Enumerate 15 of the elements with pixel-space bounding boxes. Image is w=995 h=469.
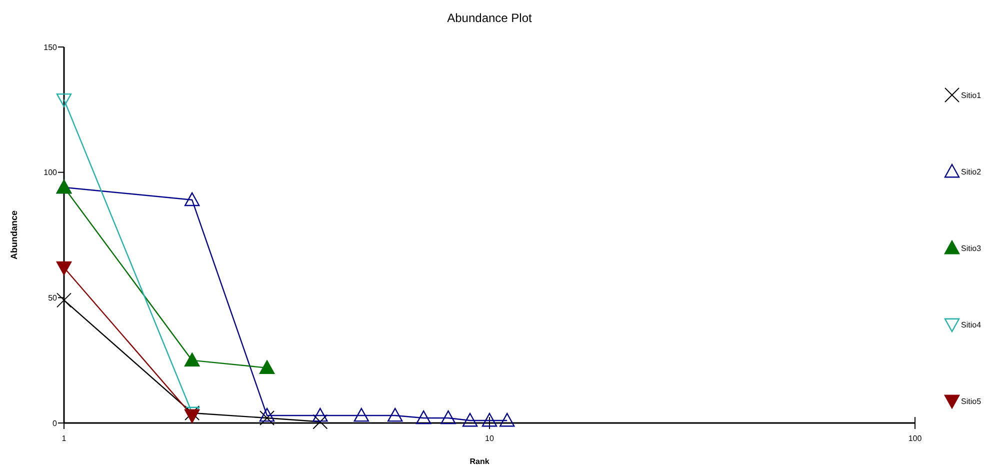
y-tick-label: 100 — [44, 168, 58, 178]
y-tick-label: 50 — [48, 293, 58, 302]
x-axis-title: Rank — [470, 457, 490, 466]
x-tick-label: 10 — [485, 434, 494, 443]
legend-label: Sitio1 — [961, 90, 982, 100]
x-tick-label: 1 — [62, 434, 67, 443]
y-axis-title: Abundance — [9, 210, 19, 260]
y-tick-label: 0 — [52, 418, 58, 428]
legend-label: Sitio2 — [961, 167, 982, 176]
y-tick-label: 150 — [44, 42, 58, 52]
x-tick-label: 100 — [908, 434, 922, 443]
chart-title: Abundance Plot — [447, 11, 533, 25]
legend-label: Sitio4 — [961, 320, 982, 330]
legend-label: Sitio3 — [961, 244, 982, 253]
legend-label: Sitio5 — [961, 396, 982, 406]
